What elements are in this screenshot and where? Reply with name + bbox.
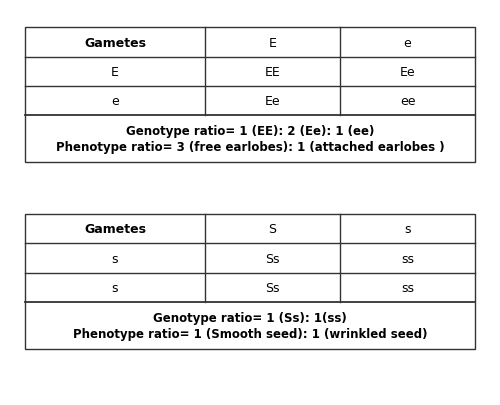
Text: e: e xyxy=(111,95,119,108)
Text: Gametes: Gametes xyxy=(84,223,146,236)
Text: Ee: Ee xyxy=(400,66,415,79)
Text: Genotype ratio= 1 (Ss): 1(ss): Genotype ratio= 1 (Ss): 1(ss) xyxy=(153,311,347,324)
Text: s: s xyxy=(404,223,411,236)
Bar xyxy=(25,28,475,162)
Text: Gametes: Gametes xyxy=(84,36,146,49)
Text: Ee: Ee xyxy=(264,95,280,108)
Text: ss: ss xyxy=(401,281,414,294)
Text: ss: ss xyxy=(401,252,414,265)
Text: Phenotype ratio= 1 (Smooth seed): 1 (wrinkled seed): Phenotype ratio= 1 (Smooth seed): 1 (wri… xyxy=(73,327,427,340)
Text: EE: EE xyxy=(264,66,280,79)
Text: Genotype ratio= 1 (EE): 2 (Ee): 1 (ee): Genotype ratio= 1 (EE): 2 (Ee): 1 (ee) xyxy=(126,125,374,138)
Text: Ss: Ss xyxy=(265,252,280,265)
Text: e: e xyxy=(404,36,411,49)
Text: E: E xyxy=(111,66,119,79)
Text: Ss: Ss xyxy=(265,281,280,294)
Text: E: E xyxy=(268,36,276,49)
Text: s: s xyxy=(112,252,118,265)
Text: ee: ee xyxy=(400,95,415,108)
Text: S: S xyxy=(268,223,276,236)
Text: s: s xyxy=(112,281,118,294)
Bar xyxy=(25,215,475,349)
Text: Phenotype ratio= 3 (free earlobes): 1 (attached earlobes ): Phenotype ratio= 3 (free earlobes): 1 (a… xyxy=(56,141,444,153)
